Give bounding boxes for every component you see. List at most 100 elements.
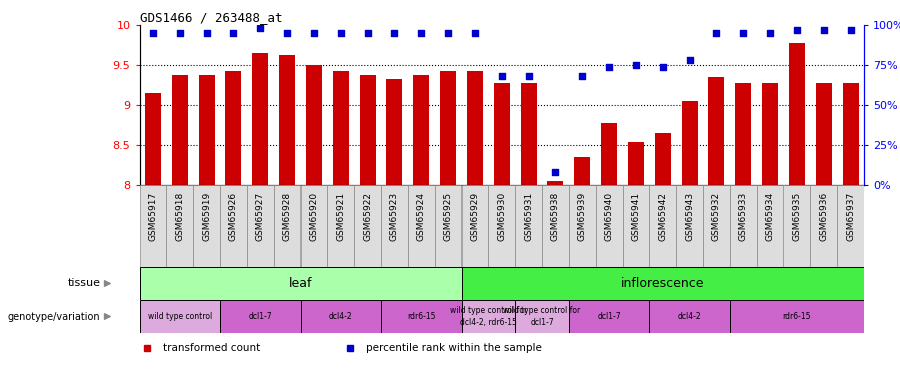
Bar [815, 83, 832, 185]
Text: GSM65936: GSM65936 [819, 192, 828, 241]
Text: genotype/variation: genotype/variation [8, 312, 101, 321]
Bar [145, 93, 161, 185]
Bar [601, 123, 617, 185]
Text: dcl4-2: dcl4-2 [678, 312, 701, 321]
Text: GSM65927: GSM65927 [256, 192, 265, 241]
Bar [328, 185, 355, 267]
Bar [574, 157, 590, 185]
Bar [837, 185, 864, 267]
Bar [462, 267, 864, 300]
Text: leaf: leaf [289, 277, 312, 290]
Point [414, 30, 428, 36]
Text: GSM65924: GSM65924 [417, 192, 426, 240]
Text: GSM65937: GSM65937 [846, 192, 855, 241]
Point [709, 30, 724, 36]
Text: wild type control for
dcl4-2, rdr6-15: wild type control for dcl4-2, rdr6-15 [450, 306, 527, 327]
Bar [274, 185, 301, 267]
Bar [730, 300, 864, 333]
Point [575, 73, 590, 79]
Point [602, 64, 616, 70]
Point [816, 27, 831, 33]
Text: GSM65932: GSM65932 [712, 192, 721, 241]
Point [763, 30, 778, 36]
Bar [596, 185, 623, 267]
Text: GSM65922: GSM65922 [363, 192, 372, 240]
Text: percentile rank within the sample: percentile rank within the sample [365, 343, 542, 353]
Bar [381, 300, 462, 333]
Text: GSM65918: GSM65918 [176, 192, 184, 241]
Text: GSM65923: GSM65923 [390, 192, 399, 241]
Text: rdr6-15: rdr6-15 [783, 312, 811, 321]
Bar [654, 133, 670, 185]
Bar [494, 82, 509, 185]
Bar [225, 70, 241, 185]
Text: GSM65929: GSM65929 [471, 192, 480, 241]
Text: GSM65933: GSM65933 [739, 192, 748, 241]
Bar [408, 185, 435, 267]
Bar [306, 65, 322, 185]
Bar [252, 53, 268, 185]
Text: GSM65928: GSM65928 [283, 192, 292, 241]
Text: inflorescence: inflorescence [621, 277, 705, 290]
Bar [547, 181, 563, 185]
Point [253, 25, 267, 31]
Bar [333, 71, 349, 185]
Bar [194, 185, 220, 267]
Bar [730, 185, 757, 267]
Bar [279, 55, 295, 185]
Bar [842, 83, 859, 185]
Bar [386, 79, 402, 185]
Point [173, 30, 187, 36]
Bar [301, 300, 381, 333]
Bar [220, 185, 247, 267]
Bar [623, 185, 649, 267]
Text: GSM65921: GSM65921 [337, 192, 346, 241]
Point [280, 30, 294, 36]
Text: GDS1466 / 263488_at: GDS1466 / 263488_at [140, 11, 282, 24]
Text: dcl1-7: dcl1-7 [248, 312, 272, 321]
Bar [649, 185, 676, 267]
Bar [140, 185, 166, 267]
Bar [708, 77, 725, 185]
Bar [784, 185, 810, 267]
Bar [762, 83, 778, 185]
Point [334, 30, 348, 36]
Text: wild type control for
dcl1-7: wild type control for dcl1-7 [503, 306, 580, 327]
Point [843, 27, 858, 33]
Bar [703, 185, 730, 267]
Bar [140, 300, 220, 333]
Text: GSM65920: GSM65920 [310, 192, 319, 241]
Text: GSM65934: GSM65934 [766, 192, 775, 241]
Bar [467, 70, 483, 185]
Bar [569, 185, 596, 267]
Text: GSM65935: GSM65935 [792, 192, 801, 241]
Bar [440, 70, 456, 185]
Text: GSM65930: GSM65930 [497, 192, 506, 241]
Point [655, 64, 670, 70]
Bar [681, 101, 698, 185]
Bar [247, 185, 274, 267]
Bar [359, 75, 375, 185]
Bar [172, 75, 188, 185]
Bar [462, 185, 489, 267]
Bar [569, 300, 649, 333]
Text: GSM65925: GSM65925 [444, 192, 453, 241]
Text: wild type control: wild type control [148, 312, 211, 321]
Point [146, 30, 160, 36]
Point [360, 30, 374, 36]
Point [682, 57, 697, 63]
Bar [757, 185, 784, 267]
Point [200, 30, 214, 36]
Bar [789, 43, 805, 185]
Text: GSM65917: GSM65917 [148, 192, 157, 241]
Bar [166, 185, 194, 267]
Bar [435, 185, 462, 267]
Text: GSM65938: GSM65938 [551, 192, 560, 241]
Text: GSM65926: GSM65926 [229, 192, 238, 241]
Text: GSM65940: GSM65940 [605, 192, 614, 241]
Point [789, 27, 804, 33]
Bar [301, 185, 328, 267]
Text: GSM65919: GSM65919 [202, 192, 211, 241]
Bar [735, 83, 752, 185]
Point [441, 30, 455, 36]
